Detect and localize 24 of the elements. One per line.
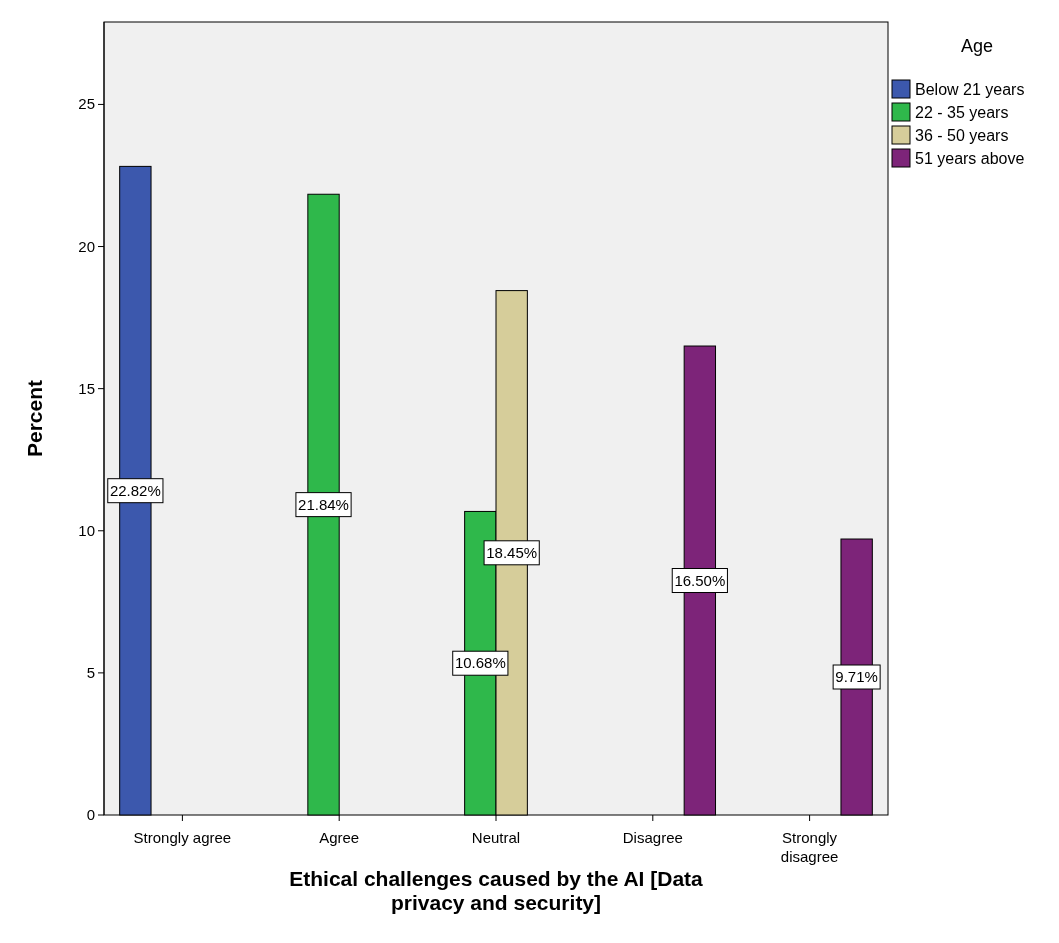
y-tick-label: 5	[86, 663, 95, 681]
y-tick-label: 20	[78, 237, 95, 255]
legend-label: 51 years above	[915, 150, 1025, 167]
x-tick-label: Neutral	[471, 829, 521, 846]
x-axis-title: Ethical challenges caused by the AI [Data privacy and security]	[289, 867, 704, 914]
data-label: 10.68%	[454, 654, 506, 672]
y-tick-label: 25	[78, 95, 95, 113]
data-label: 16.50%	[674, 571, 726, 589]
legend-label: 36 - 50 years	[915, 127, 1009, 144]
data-label: 21.84%	[298, 495, 349, 513]
y-axis-title: Percent	[23, 379, 46, 458]
legend-title: Age	[960, 36, 994, 56]
y-tick-label: 15	[78, 379, 95, 397]
y-tick-label: 0	[86, 806, 95, 823]
data-label: 22.82%	[109, 481, 161, 499]
x-tick-label: Strongly disagree	[780, 829, 839, 865]
x-tick-label: Agree	[319, 829, 360, 846]
legend-label: 22 - 35 years	[915, 104, 1009, 121]
x-tick-label: Disagree	[622, 829, 683, 846]
data-label: 18.45%	[486, 543, 538, 561]
legend-label: Below 21 years	[915, 81, 1025, 98]
x-tick-label: Strongly agree	[133, 829, 232, 846]
y-tick-label: 10	[78, 521, 95, 539]
data-label: 9.71%	[835, 668, 878, 686]
